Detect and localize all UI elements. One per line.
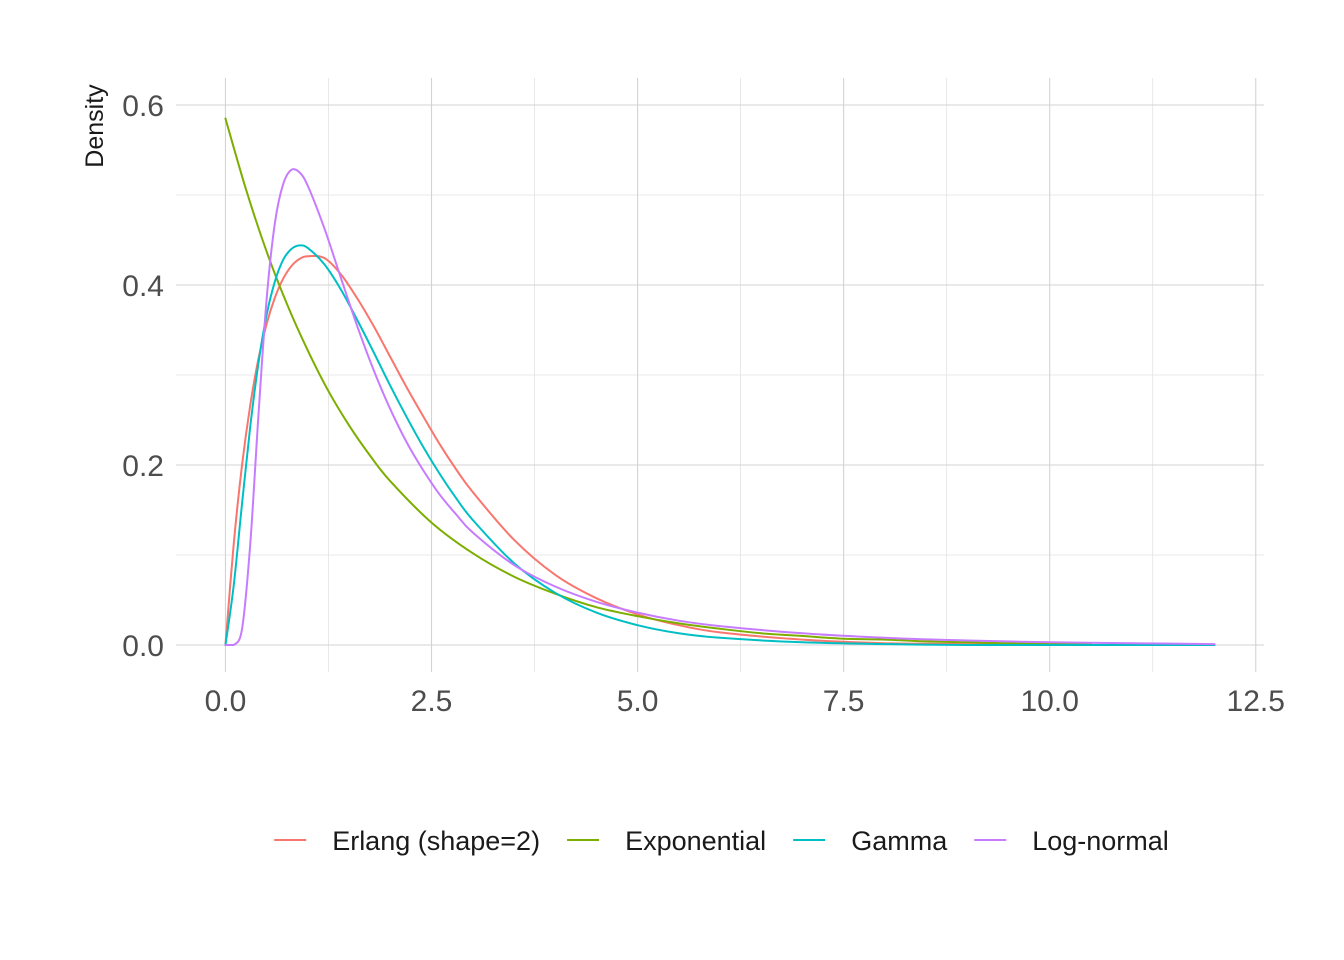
x-tick-label: 0.0 (205, 685, 247, 718)
series-lines (224, 117, 1216, 647)
y-tick-label: 0.4 (122, 270, 164, 303)
series-line-gamma (224, 244, 1216, 647)
legend-label: Erlang (shape=2) (332, 826, 540, 856)
y-axis-title: Density (81, 84, 109, 168)
x-tick-label: 2.5 (411, 685, 453, 718)
x-tick-label: 7.5 (823, 685, 865, 718)
legend-item: Log-normal (974, 826, 1169, 856)
series-line-erlang-shape-2 (224, 254, 1216, 647)
y-tick-label: 0.2 (122, 450, 164, 483)
x-tick-label: 5.0 (617, 685, 659, 718)
y-tick-label: 0.6 (122, 90, 164, 123)
x-axis-ticks: 0.0 2.5 5.0 7.5 10.0 12.5 (205, 685, 1285, 718)
legend-label: Exponential (625, 826, 766, 856)
legend-label: Gamma (851, 826, 948, 856)
legend-item: Gamma (793, 826, 948, 856)
grid (176, 78, 1264, 672)
legend-item: Erlang (shape=2) (274, 826, 540, 856)
y-axis-ticks: 0.0 0.2 0.4 0.6 (122, 90, 164, 663)
legend: Erlang (shape=2) Exponential Gamma Log-norm… (274, 826, 1169, 856)
x-tick-label: 10.0 (1021, 685, 1079, 718)
x-tick-label: 12.5 (1227, 685, 1285, 718)
series-line-exponential (224, 117, 1092, 646)
legend-label: Log-normal (1032, 826, 1169, 856)
y-tick-label: 0.0 (122, 630, 164, 663)
series-line-log-normal (224, 168, 1216, 646)
legend-item: Exponential (567, 826, 766, 856)
